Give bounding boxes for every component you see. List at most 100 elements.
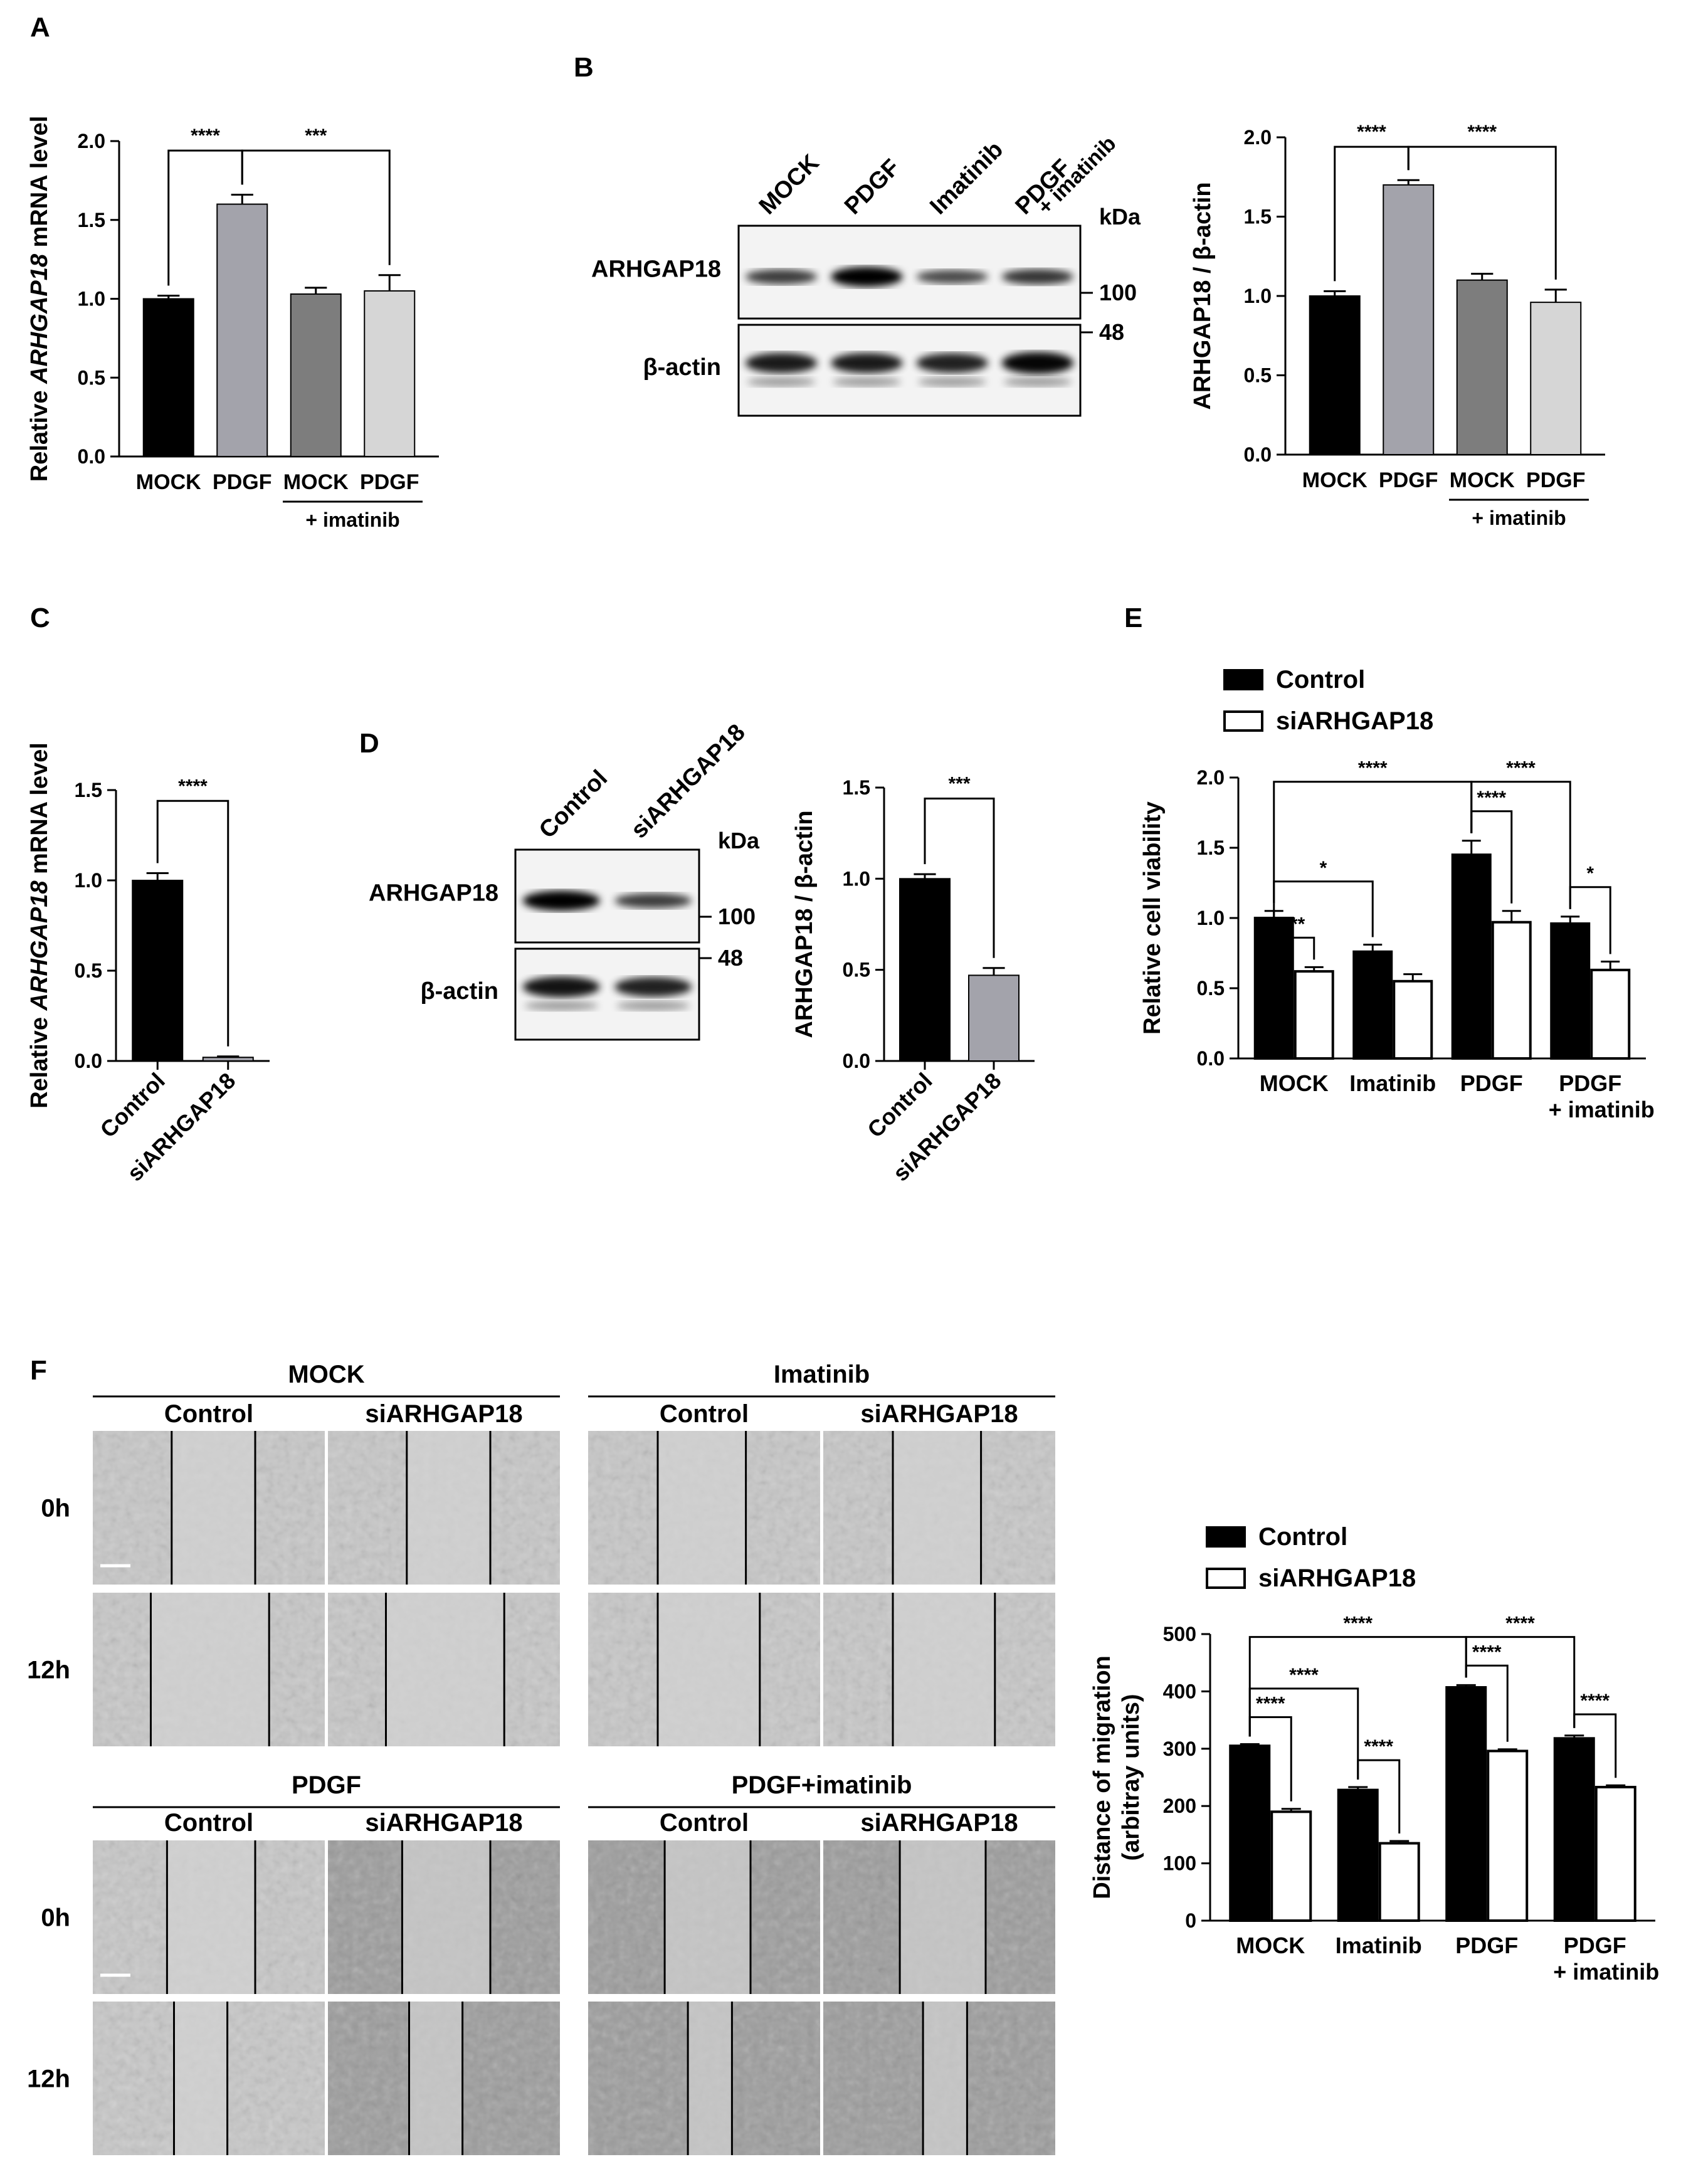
lane-label: Imatinib: [925, 137, 1008, 220]
significance-bracket: [156, 799, 229, 1047]
y-tick-label: 1.5: [1197, 836, 1225, 859]
blot-band: [1001, 352, 1074, 374]
bar: [290, 293, 342, 457]
panel-letter-b: B: [574, 52, 594, 83]
bar: [1550, 922, 1591, 1060]
bar: [1590, 968, 1631, 1060]
lane-label: PDGF: [840, 154, 905, 219]
micrograph-sub-title: siARHGAP18: [365, 1809, 522, 1837]
bar: [1487, 1749, 1529, 1923]
marker-48: 48: [1099, 319, 1124, 345]
wound-gap: [406, 1431, 490, 1585]
y-tick-label: 1.0: [75, 869, 102, 892]
y-axis-label-part: mRNA level: [26, 742, 53, 880]
y-tick-label: 500: [1163, 1623, 1196, 1645]
significance-bracket: [241, 149, 391, 265]
y-axis-label: ARHGAP18 / β-actin: [791, 810, 818, 1038]
y-axis-label-part: Relative: [26, 1010, 53, 1108]
wound-gap: [900, 1840, 986, 1994]
chart-a: 0.0 0.5 1.0 1.5 2.0 Relative ARHGAP18 mRNA le…: [26, 116, 439, 531]
y-tick-label: 1.0: [843, 867, 870, 890]
x-tick-label: Imatinib: [1349, 1070, 1436, 1096]
marker-48: 48: [718, 945, 743, 971]
timepoint-label: 12h: [27, 2065, 70, 2093]
bar: [1383, 184, 1435, 455]
blot-band: [745, 269, 818, 285]
timepoint-label: 12h: [27, 1657, 70, 1684]
wound-gap: [167, 1840, 255, 1994]
kda-label: kDa: [718, 828, 760, 853]
blot-band: [745, 352, 818, 374]
y-tick-label: 1.5: [75, 779, 102, 801]
significance-label: ****: [1506, 758, 1536, 779]
y-tick-label: 1.5: [1244, 206, 1272, 228]
group-label: + imatinib: [1472, 507, 1566, 529]
x-tick-label: MOCK: [1302, 468, 1367, 492]
significance-label: ***: [305, 125, 327, 146]
y-axis-label: Relative ARHGAP18 mRNA level: [26, 116, 53, 482]
x-tick-label: PDGF: [1564, 1933, 1626, 1958]
y-tick-label: 0.5: [843, 959, 870, 981]
y-tick-label: 0.0: [1197, 1047, 1225, 1070]
bar: [899, 878, 951, 1062]
y-axis-label: ARHGAP18 / β-actin: [1189, 182, 1216, 409]
x-tick-label: PDGF: [1526, 468, 1585, 492]
wound-gap: [893, 1431, 981, 1585]
significance-bracket: [1569, 886, 1611, 954]
significance-label: ***: [948, 773, 970, 794]
significance-bracket: [1470, 781, 1571, 909]
blot-band: [916, 353, 988, 373]
blot-row-label: β-actin: [420, 978, 498, 1005]
significance-label: ****: [1364, 1736, 1393, 1757]
wound-gap: [923, 2002, 967, 2155]
x-tick-sublabel: + imatinib: [1553, 1959, 1659, 1985]
legend-label: Control: [1276, 666, 1365, 694]
y-tick-label: 1.0: [1244, 285, 1272, 307]
wound-gap: [658, 1431, 746, 1585]
y-tick-label: 0.0: [843, 1050, 870, 1072]
blot-band: [616, 1000, 690, 1011]
significance-label: ****: [178, 776, 208, 796]
y-axis-label-part: mRNA level: [26, 116, 53, 254]
group-label: + imatinib: [305, 509, 399, 531]
significance-label: ****: [1289, 1665, 1319, 1685]
micrograph-sub-title: Control: [660, 1400, 749, 1428]
y-tick-label: 300: [1163, 1738, 1196, 1760]
x-tick-label: MOCK: [1260, 1070, 1329, 1096]
micrograph-sub-title: Control: [164, 1809, 253, 1837]
panel-letter-d: D: [359, 728, 379, 759]
bar: [1229, 1744, 1271, 1922]
bar: [1337, 1788, 1379, 1922]
blot-band: [522, 976, 600, 998]
y-tick-label: 2.0: [1197, 766, 1225, 789]
x-tick-label: MOCK: [1450, 468, 1515, 492]
legend-swatch: [1223, 669, 1263, 690]
chart-f: 0 100 200 300 400 500 Distance of migration (ar…: [1089, 1523, 1659, 1985]
wound-gap: [402, 1840, 490, 1994]
wound-gap: [174, 2002, 228, 2155]
blot-band: [832, 376, 901, 387]
significance-label: ****: [1477, 788, 1506, 808]
significance-label: ****: [1358, 758, 1388, 779]
legend-swatch: [1206, 1526, 1246, 1548]
blot-row-label: β-actin: [643, 354, 721, 381]
y-axis-label-line1: Distance of migration: [1089, 1655, 1115, 1899]
micrograph-sub-title: siARHGAP18: [860, 1400, 1018, 1428]
y-tick-label: 1.0: [78, 288, 105, 310]
bar: [1270, 1810, 1312, 1923]
bar: [1445, 1686, 1487, 1922]
micrograph-group-title: Imatinib: [774, 1361, 870, 1388]
bar: [1393, 979, 1433, 1060]
blot-band: [614, 893, 692, 909]
micrograph-sub-title: Control: [164, 1400, 253, 1428]
bar: [142, 298, 194, 457]
bar: [1378, 1842, 1420, 1923]
micrograph-group-title: MOCK: [288, 1361, 364, 1388]
x-tick-label: PDGF: [1559, 1070, 1621, 1096]
y-tick-label: 0.5: [1244, 364, 1272, 387]
panel-letter-a: A: [30, 12, 50, 43]
legend-swatch: [1223, 710, 1263, 732]
panel-letter-f: F: [30, 1355, 47, 1386]
